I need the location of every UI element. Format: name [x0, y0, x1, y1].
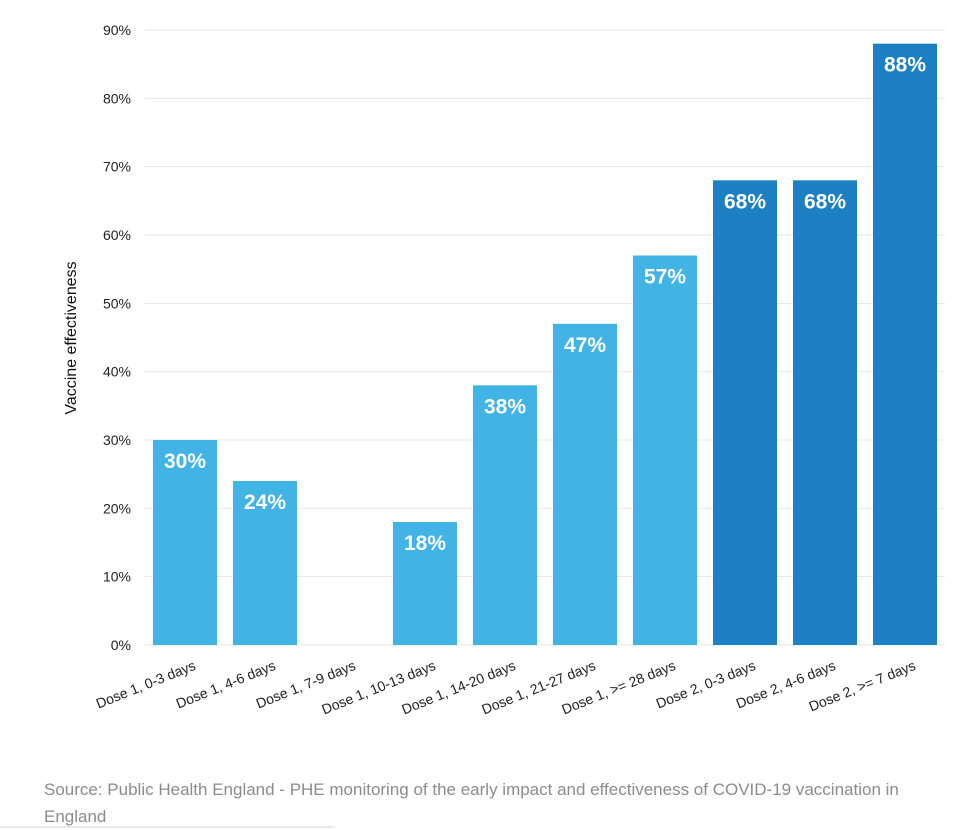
- y-tick-label: 40%: [103, 364, 131, 380]
- bars: [153, 43, 937, 646]
- y-axis-title: Vaccine effectiveness: [63, 261, 80, 414]
- bar: [473, 385, 537, 645]
- y-tick-label: 50%: [103, 295, 131, 311]
- y-tick-label: 80%: [103, 90, 131, 106]
- y-tick-label: 90%: [103, 22, 131, 38]
- bar: [793, 180, 857, 646]
- y-tick-label: 0%: [111, 637, 131, 653]
- bar-chart: 0% 10% 20% 30% 40% 50% 60% 70% 80% 90% Vaccine ef…: [63, 22, 945, 717]
- bar-data-label: 47%: [564, 334, 606, 357]
- bar: [553, 323, 617, 645]
- bar: [233, 481, 297, 645]
- bar-data-label: 88%: [884, 54, 926, 77]
- footer-divider: [0, 826, 335, 828]
- bar-data-label: 68%: [804, 190, 846, 213]
- bar: [873, 43, 937, 645]
- y-axis-ticks: 0% 10% 20% 30% 40% 50% 60% 70% 80% 90%: [103, 22, 131, 653]
- y-tick-label: 30%: [103, 432, 131, 448]
- bar-data-label: 30%: [164, 450, 206, 473]
- y-tick-label: 70%: [103, 159, 131, 175]
- bar-data-label: 18%: [404, 532, 446, 555]
- y-tick-label: 60%: [103, 227, 131, 243]
- source-note: Source: Public Health England - PHE moni…: [44, 780, 899, 826]
- bar-data-label: 57%: [644, 266, 686, 289]
- bar-data-label: 38%: [484, 395, 526, 418]
- bar: [393, 522, 457, 645]
- y-tick-label: 10%: [103, 569, 131, 585]
- bar-data-labels: 30% 24% 18% 38% 47% 57% 68% 68% 88%: [164, 54, 926, 555]
- bar: [633, 255, 697, 645]
- bar-data-label: 68%: [724, 190, 766, 213]
- bar: [713, 180, 777, 646]
- bar-data-label: 24%: [244, 491, 286, 514]
- y-tick-label: 20%: [103, 500, 131, 516]
- bar: [153, 440, 217, 645]
